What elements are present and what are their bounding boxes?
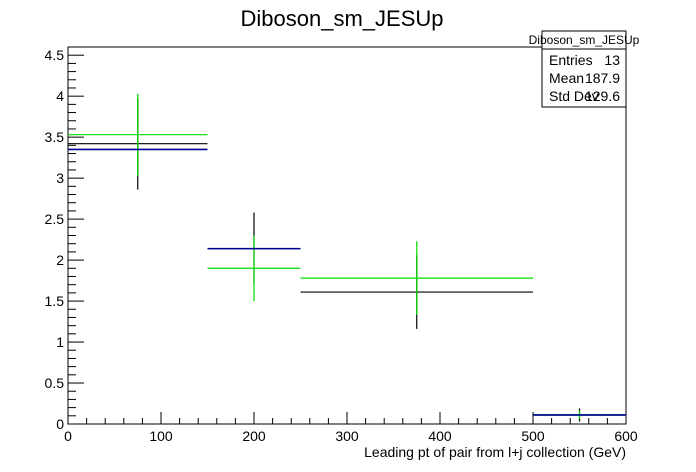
y-axis: 0 0.5 1 1.5 2 2.5 3 3.5 4 4.5 [45,46,84,432]
y-tick-label: 3 [56,170,64,186]
y-tick-label: 0.5 [45,375,65,391]
stats-stddev-label: Std Dev [549,88,599,104]
y-tick-label: 4 [56,88,64,104]
series-1 [68,93,626,420]
y-tick-label: 1 [56,334,64,350]
y-tick-label: 0 [56,416,64,432]
x-tick-label: 400 [428,428,452,444]
stats-box: Diboson_sm_JESUp Entries 13 Mean 187.9 S… [529,30,640,108]
stats-stddev-value: 129.6 [585,88,620,104]
y-tick-label: 3.5 [45,129,65,145]
x-tick-label: 500 [521,428,545,444]
stats-entries-value: 13 [604,52,620,68]
stats-box-frame [541,30,627,108]
chart-title: Diboson_sm_JESUp [241,6,444,31]
x-tick-label: 200 [242,428,266,444]
x-axis: 0 100 200 300 400 500 600 [64,412,638,444]
series-0 [68,97,626,422]
data-series [68,93,626,422]
stats-mean-value: 187.9 [585,70,620,86]
y-tick-label: 4.5 [45,47,65,63]
x-tick-label: 100 [149,428,173,444]
stats-mean-label: Mean [549,70,584,86]
series-2 [68,148,626,416]
y-tick-label: 2.5 [45,211,65,227]
stats-entries-label: Entries [549,52,593,68]
y-tick-label: 2 [56,252,64,268]
x-tick-label: 300 [335,428,359,444]
y-tick-label: 1.5 [45,293,65,309]
x-axis-label: Leading pt of pair from l+j collection (… [364,444,626,460]
x-tick-label: 0 [64,428,72,444]
x-tick-label: 600 [614,428,638,444]
stats-title: Diboson_sm_JESUp [529,33,640,47]
